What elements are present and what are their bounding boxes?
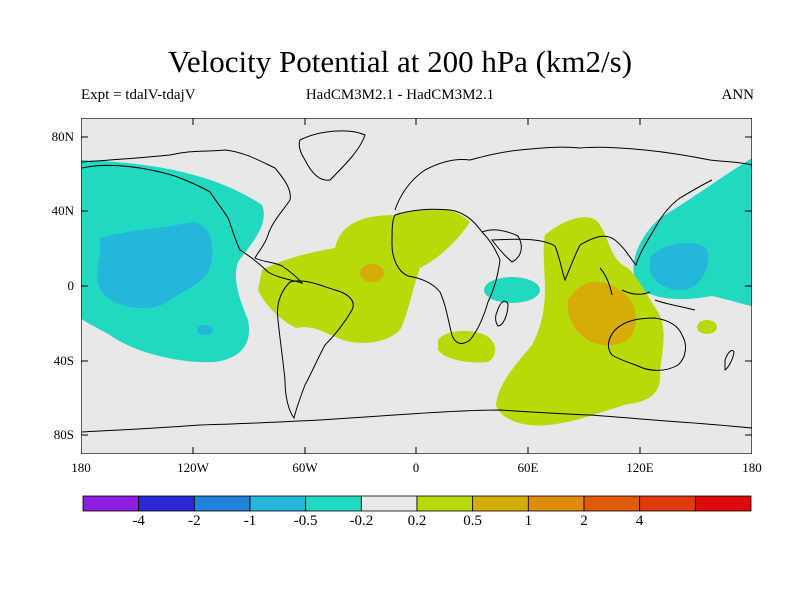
lon-label-0: 0 (412, 460, 420, 475)
colorbar (82, 495, 752, 512)
colorbar-swatch (639, 495, 696, 512)
colorbar-swatch (249, 495, 307, 512)
negative-core-small (197, 325, 213, 335)
coastline-antarctica (81, 409, 752, 433)
colorbar-tick-label: 4 (635, 513, 644, 529)
positive-core-atlantic (360, 264, 384, 282)
model-comparison-label: HadCM3M2.1 - HadCM3M2.1 (305, 87, 495, 103)
lon-label-180-east: 180 (742, 460, 762, 475)
positive-core-indian-ocean (567, 281, 636, 346)
tick-marks (81, 118, 752, 454)
positive-region-coral-sea (697, 320, 717, 334)
coastline-africa (391, 208, 501, 344)
map-title: Velocity Potential at 200 hPa (km2/s) (167, 44, 633, 79)
coastline-madagascar (495, 300, 509, 327)
experiment-label: Expt = tdalV-tdajV (81, 87, 196, 103)
lon-label-60w: 60W (292, 460, 318, 475)
negative-region-indian-ocean (484, 277, 540, 303)
colorbar-tick-label: -2 (188, 513, 201, 529)
lon-label-180-west: 180 (71, 460, 91, 475)
lon-label-120e: 120E (626, 460, 654, 475)
negative-core-east-pacific (97, 222, 213, 309)
colorbar-tick-label: -1 (243, 513, 257, 529)
colorbar-swatch (138, 495, 195, 512)
coastline-australia (607, 317, 686, 371)
coastline-greenland (298, 130, 366, 181)
colorbar-swatch (694, 495, 752, 512)
colorbar-swatch (416, 495, 474, 512)
colorbar-tick-label: 2 (580, 513, 588, 529)
coastline-south-america (277, 280, 354, 420)
colorbar-swatch (527, 495, 585, 512)
colorbar-swatch (360, 495, 418, 512)
negative-core-west-pacific (650, 243, 708, 291)
lat-label-80s: 80S (53, 427, 74, 442)
lat-label-80n: 80N (51, 129, 74, 144)
colorbar-tick-label: -0.5 (293, 513, 318, 529)
lat-label-40n: 40N (51, 203, 74, 218)
colorbar-tick-label: -4 (132, 513, 145, 529)
coastline-new-zealand (724, 349, 735, 371)
colorbar-swatch (193, 495, 251, 512)
lat-label-40s: 40S (53, 353, 74, 368)
lon-label-120w: 120W (177, 460, 209, 475)
colorbar-swatch (583, 495, 641, 512)
colorbar-tick-label: 1 (524, 513, 533, 529)
season-label: ANN (721, 87, 755, 103)
coastline-north-america (81, 149, 304, 284)
lat-label-0: 0 (67, 278, 75, 293)
coastlines (81, 130, 752, 433)
coastline-east-asia (579, 179, 713, 267)
colorbar-swatch (472, 495, 529, 512)
positive-region-south-africa (438, 330, 496, 363)
coastline-europe (394, 146, 752, 211)
coastline-arabia-india (481, 229, 581, 282)
colorbar-tick-label: 0.2 (407, 513, 427, 529)
lon-label-60e: 60E (517, 460, 539, 475)
colorbar-swatch (82, 495, 140, 512)
coastline-southeast-asia (599, 267, 696, 311)
colorbar-tick-label: 0.5 (463, 513, 483, 529)
colorbar-swatch (305, 495, 362, 512)
colorbar-tick-label: -0.2 (349, 513, 374, 529)
